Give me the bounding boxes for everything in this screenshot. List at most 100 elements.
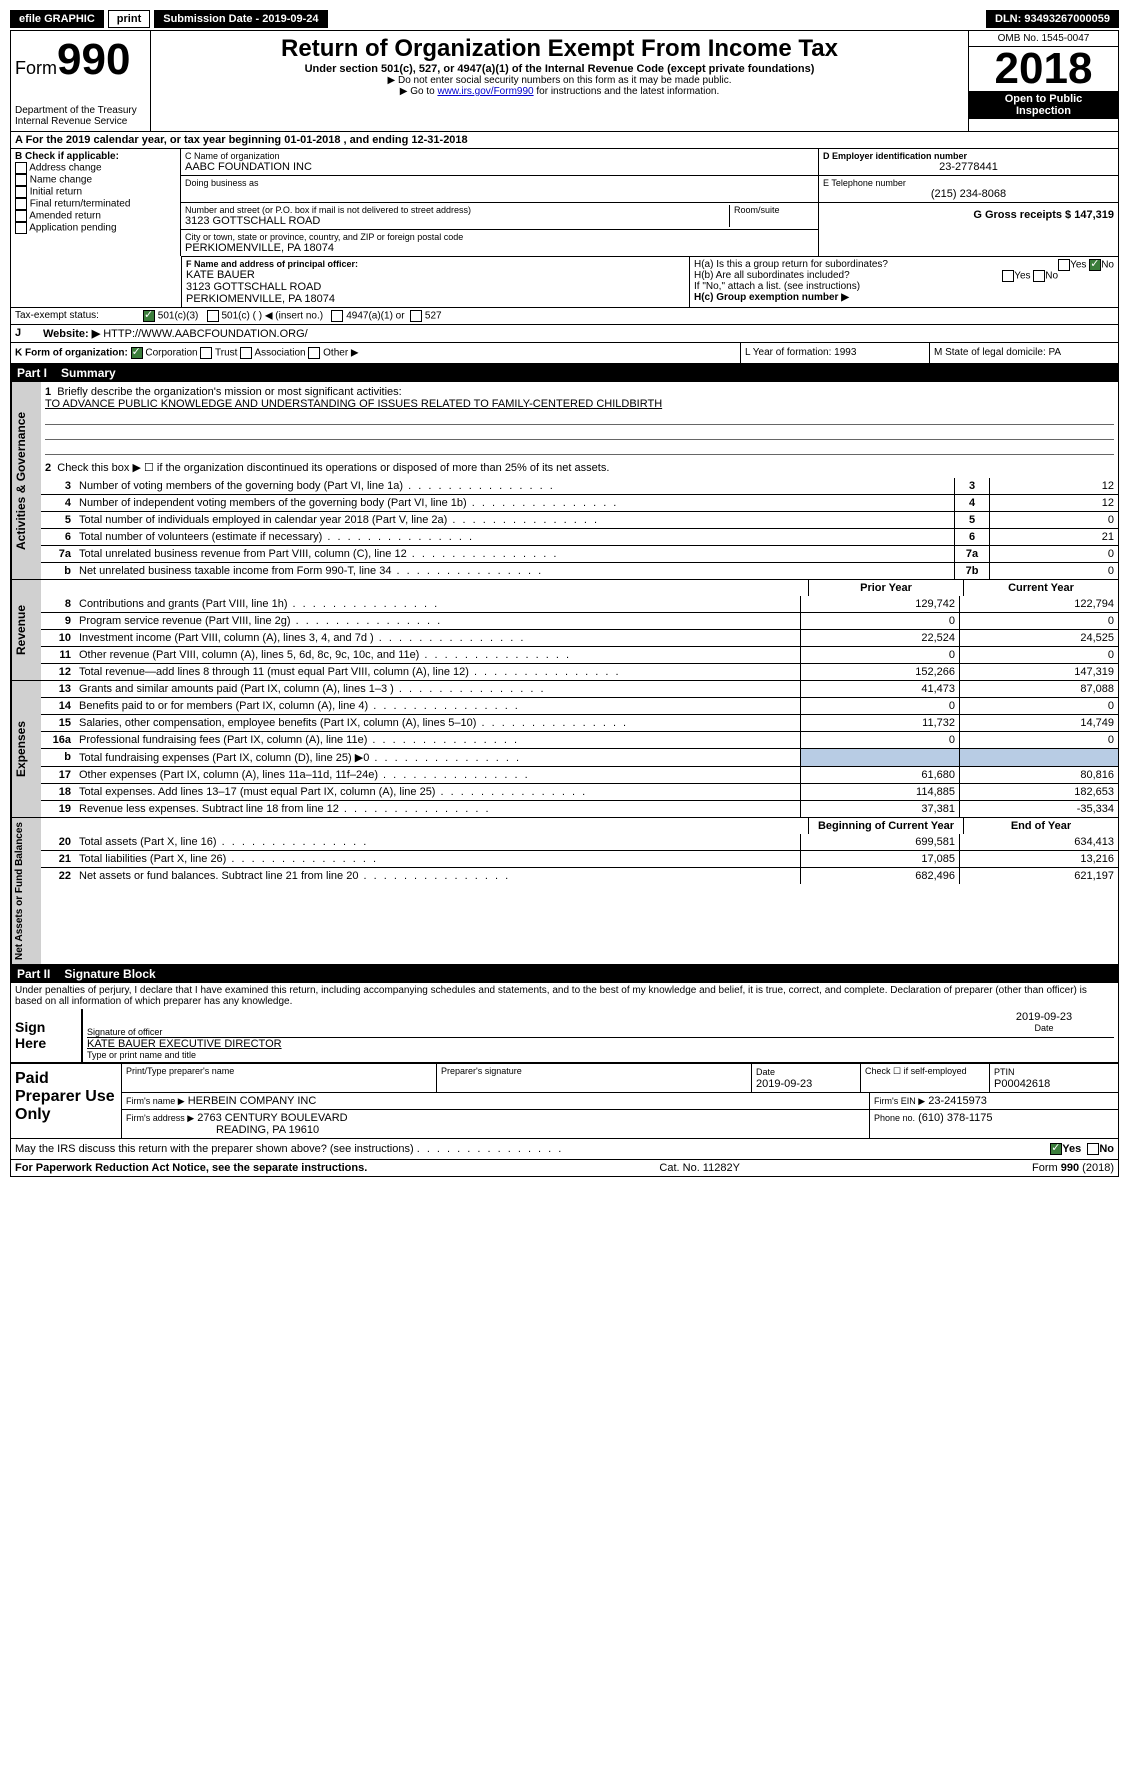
- summary-line: 21Total liabilities (Part X, line 26)17,…: [41, 850, 1118, 867]
- cb-ha-yes[interactable]: [1058, 259, 1070, 271]
- firm-addr2: READING, PA 19610: [126, 1124, 865, 1136]
- print-button[interactable]: print: [108, 10, 150, 28]
- summary-line: 4Number of independent voting members of…: [41, 494, 1118, 511]
- cb-discuss-yes[interactable]: [1050, 1143, 1062, 1155]
- sign-block: Sign Here Signature of officer 2019-09-2…: [11, 1009, 1118, 1063]
- summary-line: 16aProfessional fundraising fees (Part I…: [41, 731, 1118, 748]
- label-type-name: Type or print name and title: [87, 1050, 1114, 1060]
- label-room: Room/suite: [734, 205, 814, 215]
- label-prep-name: Print/Type preparer's name: [122, 1064, 436, 1092]
- sig-date: 2019-09-23: [974, 1011, 1114, 1023]
- part1-header: Part I Summary: [11, 364, 1118, 382]
- summary-line: 17Other expenses (Part IX, column (A), l…: [41, 766, 1118, 783]
- prep-date: 2019-09-23: [756, 1078, 812, 1090]
- inspect-line2: Inspection: [971, 105, 1116, 117]
- label-firm-phone: Phone no.: [874, 1113, 915, 1123]
- gross-receipts: G Gross receipts $ 147,319: [819, 203, 1118, 227]
- footer-form: Form 990 (2018): [1032, 1162, 1114, 1174]
- cb-initial-return[interactable]: [15, 186, 27, 198]
- section-f-h: F Name and address of principal officer:…: [11, 256, 1118, 308]
- note-ssn: ▶ Do not enter social security numbers o…: [161, 75, 958, 86]
- cb-app-pending[interactable]: [15, 222, 27, 234]
- label-firm-addr: Firm's address ▶: [126, 1113, 194, 1123]
- ptin-value: P00042618: [994, 1078, 1050, 1090]
- section-j: J Website: ▶ HTTP://WWW.AABCFOUNDATION.O…: [11, 325, 1118, 343]
- opt-initial-return: Initial return: [30, 187, 82, 198]
- inspection-box: Open to Public Inspection: [969, 91, 1118, 119]
- paid-label: Paid Preparer Use Only: [11, 1064, 121, 1138]
- label-phone: E Telephone number: [823, 178, 1114, 188]
- cb-name-change[interactable]: [15, 174, 27, 186]
- label-officer: F Name and address of principal officer:: [186, 259, 685, 269]
- form-header: Form990 Department of the Treasury Inter…: [11, 31, 1118, 132]
- summary-line: 7aTotal unrelated business revenue from …: [41, 545, 1118, 562]
- summary-line: 14Benefits paid to or for members (Part …: [41, 697, 1118, 714]
- officer-addr1: 3123 GOTTSCHALL ROAD: [186, 281, 685, 293]
- cb-final-return[interactable]: [15, 198, 27, 210]
- cb-trust[interactable]: [200, 347, 212, 359]
- cb-501c3[interactable]: [143, 310, 155, 322]
- form-title: Return of Organization Exempt From Incom…: [161, 35, 958, 63]
- cb-discuss-no[interactable]: [1087, 1143, 1099, 1155]
- discuss-row: May the IRS discuss this return with the…: [11, 1139, 1118, 1160]
- summary-line: 5Total number of individuals employed in…: [41, 511, 1118, 528]
- tax-exempt-row: Tax-exempt status: 501(c)(3) 501(c) ( ) …: [11, 308, 1118, 325]
- cb-501c[interactable]: [207, 310, 219, 322]
- note-goto-pre: ▶ Go to: [400, 86, 438, 97]
- section-b: B Check if applicable: Address change Na…: [11, 149, 181, 256]
- opt-501c3: 501(c)(3): [158, 311, 199, 322]
- label-sig-date: Date: [974, 1023, 1114, 1033]
- summary-line: 3Number of voting members of the governi…: [41, 478, 1118, 494]
- label-city: City or town, state or province, country…: [185, 232, 814, 242]
- org-name: AABC FOUNDATION INC: [185, 161, 814, 173]
- inspect-line1: Open to Public: [971, 93, 1116, 105]
- label-ein: D Employer identification number: [823, 151, 1114, 161]
- footer: For Paperwork Reduction Act Notice, see …: [11, 1160, 1118, 1176]
- cb-address-change[interactable]: [15, 162, 27, 174]
- form990-link[interactable]: www.irs.gov/Form990: [437, 86, 533, 97]
- section-b-header: B Check if applicable:: [15, 151, 176, 162]
- l1-label: Briefly describe the organization's miss…: [57, 386, 401, 398]
- summary-line: 9Program service revenue (Part VIII, lin…: [41, 612, 1118, 629]
- cb-4947[interactable]: [331, 310, 343, 322]
- l1-text: TO ADVANCE PUBLIC KNOWLEDGE AND UNDERSTA…: [45, 398, 1114, 410]
- state-domicile: M State of legal domicile: PA: [929, 343, 1118, 363]
- cb-amended[interactable]: [15, 210, 27, 222]
- col-begin: Beginning of Current Year: [808, 818, 963, 834]
- opt-amended: Amended return: [29, 211, 101, 222]
- side-rev: Revenue: [11, 580, 41, 680]
- cb-ha-no[interactable]: [1089, 259, 1101, 271]
- opt-527: 527: [425, 311, 442, 322]
- part2-num: Part II: [17, 967, 50, 981]
- opt-4947: 4947(a)(1) or: [346, 311, 404, 322]
- label-ptin: PTIN: [994, 1067, 1015, 1077]
- summary-line: 19Revenue less expenses. Subtract line 1…: [41, 800, 1118, 817]
- cb-527[interactable]: [410, 310, 422, 322]
- net-section: Net Assets or Fund Balances Beginning of…: [11, 818, 1118, 965]
- cb-corp[interactable]: [131, 347, 143, 359]
- section-a: A For the 2019 calendar year, or tax yea…: [11, 132, 1118, 149]
- dept-treasury: Department of the Treasury: [15, 105, 146, 116]
- cb-other[interactable]: [308, 347, 320, 359]
- phone-value: (215) 234-8068: [823, 188, 1114, 200]
- form-prefix: Form: [15, 58, 57, 78]
- summary-line: 12Total revenue—add lines 8 through 11 (…: [41, 663, 1118, 680]
- hc-text: H(c) Group exemption number ▶: [694, 292, 1114, 303]
- paid-preparer-block: Paid Preparer Use Only Print/Type prepar…: [11, 1063, 1118, 1139]
- hb-note: If "No," attach a list. (see instruction…: [694, 281, 1114, 292]
- opt-trust: Trust: [215, 348, 237, 359]
- cb-hb-yes[interactable]: [1002, 270, 1014, 282]
- form-subtitle: Under section 501(c), 527, or 4947(a)(1)…: [161, 63, 958, 75]
- cb-hb-no[interactable]: [1033, 270, 1045, 282]
- submission-date: Submission Date - 2019-09-24: [154, 10, 327, 28]
- label-street: Number and street (or P.O. box if mail i…: [185, 205, 729, 215]
- label-dba: Doing business as: [185, 178, 814, 188]
- col-prior: Prior Year: [808, 580, 963, 596]
- summary-line: bTotal fundraising expenses (Part IX, co…: [41, 748, 1118, 766]
- cb-assoc[interactable]: [240, 347, 252, 359]
- street-address: 3123 GOTTSCHALL ROAD: [185, 215, 729, 227]
- h-a: H(a) Is this a group return for subordin…: [694, 259, 1114, 270]
- part1-num: Part I: [17, 366, 47, 380]
- label-prep-date: Date: [756, 1067, 775, 1077]
- part2-title: Signature Block: [64, 967, 155, 981]
